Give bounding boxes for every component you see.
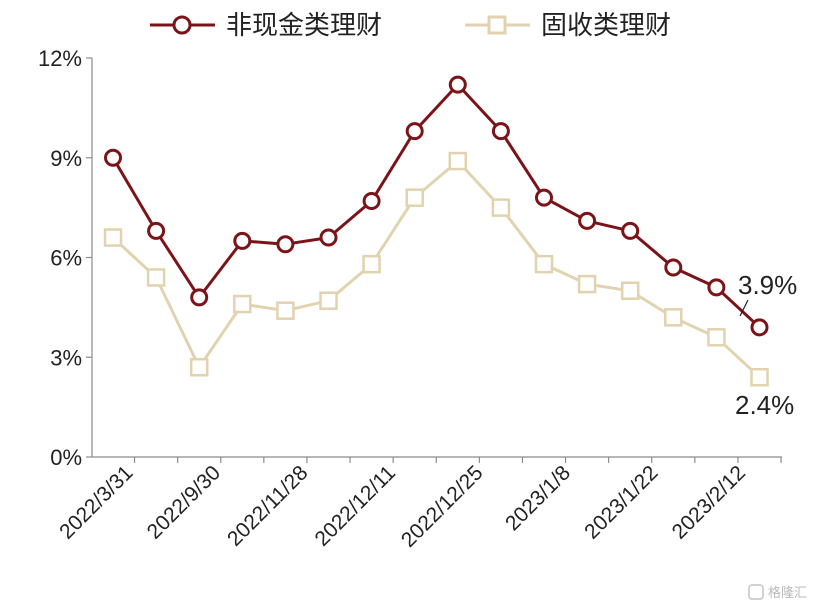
series-group	[103, 75, 769, 387]
x-tick-label: 2022/12/11	[311, 461, 400, 550]
y-tick-label: 3%	[50, 345, 82, 370]
data-point	[577, 274, 597, 294]
legend-marker-circle	[172, 15, 192, 35]
data-point	[491, 198, 511, 217]
x-tick-label: 2022/9/30	[143, 461, 225, 543]
data-point	[276, 301, 295, 320]
x-tick-label: 2023/1/22	[580, 461, 662, 543]
legend-marker-square	[487, 15, 507, 35]
x-tick-label: 2023/1/8	[501, 461, 575, 535]
data-point	[233, 231, 252, 250]
x-tick-label: 2022/12/25	[397, 461, 488, 552]
data-point	[448, 75, 467, 94]
data-point	[104, 148, 122, 167]
data-point	[189, 357, 209, 377]
data-point	[362, 254, 381, 274]
x-tick-label: 2022/3/31	[55, 461, 137, 543]
watermark: 格隆汇	[748, 584, 807, 601]
series-2	[103, 151, 769, 387]
y-tick-label: 9%	[50, 146, 82, 171]
data-point	[233, 294, 252, 314]
y-tick-label: 0%	[50, 445, 82, 470]
legend-label-series-2: 固收类理财	[541, 11, 671, 41]
data-point	[147, 221, 166, 240]
data-point	[534, 254, 554, 274]
legend-item-series-1: 非现金类理财	[150, 11, 382, 41]
data-point	[578, 211, 597, 230]
data-point	[707, 328, 726, 347]
data-point	[664, 258, 683, 277]
annotation-series-2-last: 2.4%	[735, 390, 794, 420]
data-point	[405, 188, 424, 207]
watermark-logo-icon	[748, 584, 764, 600]
data-point	[664, 308, 683, 327]
data-point	[190, 288, 209, 307]
annotation-leader-line	[739, 299, 749, 317]
data-point	[750, 367, 769, 387]
data-point	[535, 188, 553, 207]
data-point	[319, 228, 338, 247]
annotations: 3.9% 2.4%	[735, 270, 797, 420]
data-point	[362, 191, 381, 210]
data-point	[405, 122, 424, 141]
x-tick-label: 2022/11/28	[223, 461, 312, 550]
data-point	[276, 235, 295, 254]
data-point	[750, 318, 769, 337]
data-point	[620, 281, 640, 300]
data-point	[491, 122, 510, 141]
series-line	[111, 159, 761, 379]
x-tick-label: 2023/2/12	[668, 461, 750, 543]
data-point	[146, 268, 166, 287]
legend-item-series-2: 固收类理财	[465, 11, 671, 41]
x-axis-ticks: 2022/3/31 2022/9/302022/11/282022/12/1120…	[55, 457, 782, 552]
data-point	[448, 151, 468, 171]
legend: 非现金类理财 固收类理财	[150, 11, 671, 41]
y-axis-ticks: 0% 3% 6% 9% 12%	[38, 46, 92, 470]
watermark-text: 格隆汇	[768, 585, 807, 601]
legend-label-series-1: 非现金类理财	[226, 11, 382, 41]
annotation-series-1-last: 3.9%	[738, 270, 797, 300]
series-1	[104, 75, 769, 337]
data-point	[621, 221, 640, 240]
data-point	[103, 228, 123, 247]
series-line	[111, 83, 761, 329]
y-tick-label: 12%	[38, 46, 82, 71]
data-point	[707, 278, 726, 297]
axes	[91, 58, 782, 458]
y-tick-label: 6%	[50, 246, 82, 271]
data-point	[319, 291, 338, 310]
